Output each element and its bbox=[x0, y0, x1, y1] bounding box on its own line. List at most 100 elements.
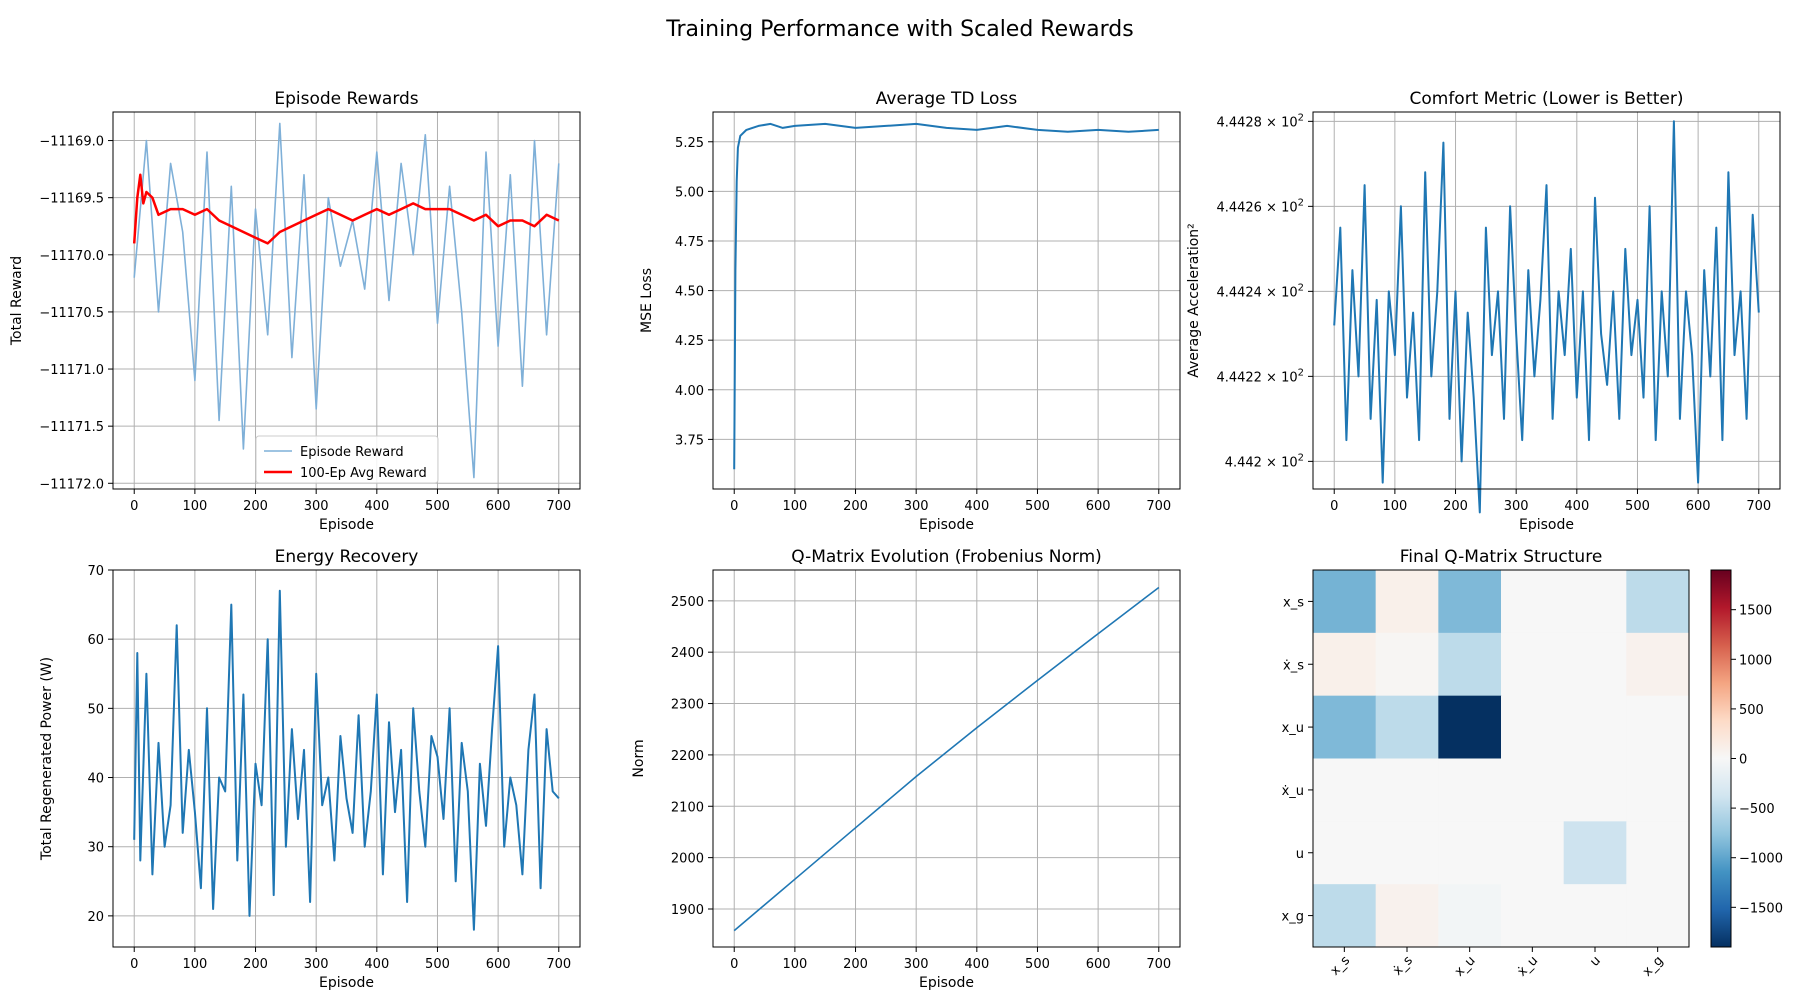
col-label: x_u bbox=[1452, 953, 1478, 979]
y-tick-label: 4.50 bbox=[675, 285, 704, 300]
plot-frame bbox=[1312, 111, 1781, 490]
x-tick-label: 700 bbox=[546, 957, 571, 972]
x-tick-label: 0 bbox=[730, 957, 738, 972]
heatmap-cell bbox=[1375, 758, 1439, 822]
row-label: ẋ_s bbox=[1283, 658, 1304, 673]
legend: Episode Reward 100-Ep Avg Reward bbox=[255, 435, 439, 484]
row-label: x_s bbox=[1283, 595, 1304, 610]
chart-panel-4: 0 100 200 300 400 500 600 700 20 30 40 50 60 70 Energy… bbox=[39, 547, 581, 991]
heatmap-cell bbox=[1626, 632, 1690, 697]
x-tick-label: 300 bbox=[904, 499, 929, 514]
heatmap-cell bbox=[1563, 632, 1627, 697]
heatmap-cell bbox=[1563, 570, 1627, 634]
col-label: x_g bbox=[1640, 953, 1666, 979]
heatmap-cell bbox=[1438, 758, 1502, 822]
y-tick-label: 4.75 bbox=[675, 235, 704, 250]
x-tick-label: 100 bbox=[782, 957, 807, 972]
series-line-1 bbox=[733, 122, 1159, 470]
figure-title: Training Performance with Scaled Rewards bbox=[665, 17, 1133, 42]
y-tick-label: 70 bbox=[87, 564, 104, 579]
heatmap-cell bbox=[1313, 695, 1377, 759]
heatmap-cell bbox=[1563, 821, 1627, 885]
x-tick-label: 500 bbox=[425, 957, 450, 972]
x-tick-label: 600 bbox=[486, 499, 511, 514]
series-line-2 bbox=[132, 173, 560, 245]
x-tick-label: 200 bbox=[243, 499, 268, 514]
y-tick-label: 20 bbox=[87, 910, 104, 925]
heatmap-cell bbox=[1313, 821, 1377, 885]
y-tick-label: 2200 bbox=[671, 749, 704, 764]
x-tick-label: 400 bbox=[364, 957, 389, 972]
legend-box bbox=[255, 435, 439, 484]
row-label: x_g bbox=[1282, 910, 1304, 925]
chart-title: Average TD Loss bbox=[876, 89, 1018, 109]
y-tick-label: −11171.5 bbox=[39, 420, 104, 435]
x-tick-label: 200 bbox=[243, 957, 268, 972]
x-tick-label: 500 bbox=[425, 499, 450, 514]
heatmap-cell bbox=[1375, 695, 1439, 759]
x-tick-label: 400 bbox=[964, 499, 989, 514]
col-label: ẋ_u bbox=[1515, 953, 1541, 979]
y-tick-label: 2500 bbox=[671, 595, 704, 610]
colorbar-tick-label: −1000 bbox=[1739, 852, 1783, 867]
x-tick-label: 400 bbox=[1564, 499, 1589, 514]
x-tick-label: 500 bbox=[1625, 499, 1650, 514]
heatmap-cell bbox=[1563, 884, 1627, 948]
chart-panel-3: 0 100 200 300 400 500 600 700 4.442 × 102 4.4422 … bbox=[1186, 89, 1781, 533]
heatmap-cell bbox=[1438, 570, 1502, 634]
x-tick-label: 300 bbox=[1504, 499, 1529, 514]
x-tick-label: 100 bbox=[182, 957, 207, 972]
plot-frame bbox=[712, 111, 1181, 490]
heatmap-cell bbox=[1438, 884, 1502, 948]
y-tick-label: 4.442 × 102 bbox=[1225, 452, 1304, 470]
x-tick-label: 600 bbox=[486, 957, 511, 972]
col-label: ẋ_s bbox=[1390, 953, 1416, 979]
x-tick-label: 400 bbox=[964, 957, 989, 972]
heatmap-cell bbox=[1626, 821, 1690, 885]
chart-title: Comfort Metric (Lower is Better) bbox=[1409, 89, 1683, 109]
y-axis-label: Norm bbox=[631, 739, 647, 777]
colorbar bbox=[1710, 569, 1732, 948]
x-tick-label: 0 bbox=[1330, 499, 1338, 514]
y-tick-label: 4.4428 × 102 bbox=[1216, 112, 1304, 130]
heatmap-cell bbox=[1626, 758, 1690, 822]
heatmap-cell bbox=[1375, 821, 1439, 885]
x-tick-label: 0 bbox=[730, 499, 738, 514]
chart-panel-1: 0 100 200 300 400 500 600 700 −11172.0 −11171.5 −1… bbox=[9, 89, 581, 533]
y-tick-label: 5.00 bbox=[675, 185, 704, 200]
heatmap-cell bbox=[1375, 884, 1439, 948]
x-tick-label: 600 bbox=[1086, 499, 1111, 514]
y-axis-label: Total Regenerated Power (W) bbox=[39, 657, 55, 861]
y-tick-label: −11170.5 bbox=[39, 306, 104, 321]
heatmap-cell bbox=[1313, 570, 1377, 634]
heatmap-cell bbox=[1563, 695, 1627, 759]
x-tick-label: 300 bbox=[304, 499, 329, 514]
x-tick-label: 700 bbox=[1146, 499, 1171, 514]
x-axis-label: Episode bbox=[919, 975, 974, 991]
col-label: u bbox=[1587, 953, 1603, 969]
y-tick-label: −11169.0 bbox=[39, 135, 104, 150]
y-tick-label: −11170.0 bbox=[39, 249, 104, 264]
colorbar-tick-label: 500 bbox=[1739, 703, 1764, 718]
colorbar-tick-label: 1000 bbox=[1739, 653, 1772, 668]
chart-title: Energy Recovery bbox=[275, 547, 419, 567]
x-tick-label: 700 bbox=[1146, 957, 1171, 972]
chart-panel-5: 0 100 200 300 400 500 600 700 1900 2000 2100 2200 23… bbox=[631, 547, 1181, 991]
colorbar-tick-label: −500 bbox=[1739, 802, 1775, 817]
y-tick-label: 4.25 bbox=[675, 334, 704, 349]
heatmap-cell bbox=[1375, 632, 1439, 697]
y-tick-label: 2100 bbox=[671, 800, 704, 815]
heatmap-cell bbox=[1438, 821, 1502, 885]
x-axis-label: Episode bbox=[1519, 517, 1574, 533]
heatmap-cell bbox=[1501, 884, 1565, 948]
y-tick-label: 4.4422 × 102 bbox=[1216, 367, 1304, 385]
y-tick-label: 50 bbox=[87, 702, 104, 717]
heatmap-cell bbox=[1438, 632, 1502, 697]
y-tick-label: −11172.0 bbox=[39, 477, 104, 492]
y-axis-label: Total Reward bbox=[9, 256, 25, 346]
heatmap-cell bbox=[1501, 821, 1565, 885]
heatmap-cell bbox=[1375, 570, 1439, 634]
x-axis-label: Episode bbox=[319, 517, 374, 533]
y-tick-label: 40 bbox=[87, 772, 104, 787]
y-tick-label: 60 bbox=[87, 633, 104, 648]
